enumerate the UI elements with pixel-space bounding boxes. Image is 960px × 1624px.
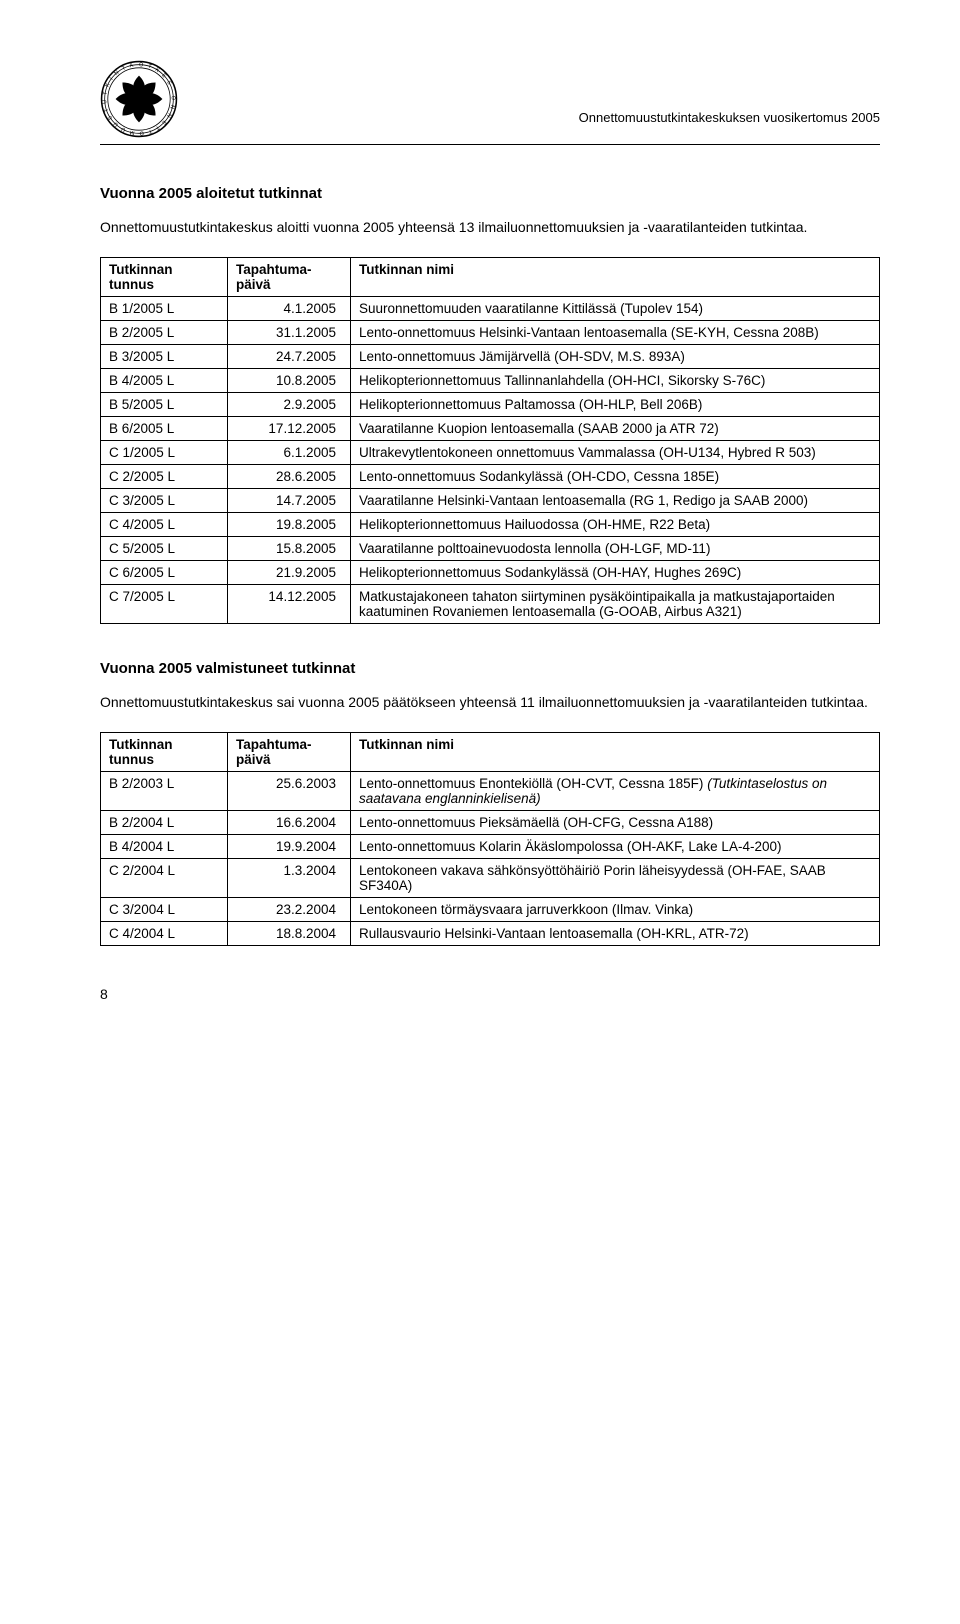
table-row: B 4/2004 L19.9.2004Lento-onnettomuus Kol… bbox=[101, 834, 880, 858]
page: O T K E S · O N N E T T O M U U S T U T … bbox=[0, 0, 960, 1042]
cell-tunnus: C 4/2005 L bbox=[101, 512, 228, 536]
table-completed-2005: Tutkinnan tunnus Tapahtuma-päivä Tutkinn… bbox=[100, 732, 880, 946]
cell-tunnus: B 2/2004 L bbox=[101, 810, 228, 834]
cell-paiva: 6.1.2005 bbox=[228, 440, 351, 464]
cell-tunnus: B 5/2005 L bbox=[101, 392, 228, 416]
col-nimi: Tutkinnan nimi bbox=[351, 257, 880, 296]
cell-tunnus: B 4/2004 L bbox=[101, 834, 228, 858]
cell-nimi: Lento-onnettomuus Kolarin Äkäslompolossa… bbox=[351, 834, 880, 858]
table-row: B 6/2005 L17.12.2005Vaaratilanne Kuopion… bbox=[101, 416, 880, 440]
section2-intro: Onnettomuustutkintakeskus sai vuonna 200… bbox=[100, 693, 880, 712]
cell-nimi: Rullausvaurio Helsinki-Vantaan lentoasem… bbox=[351, 921, 880, 945]
cell-nimi: Helikopterionnettomuus Paltamossa (OH-HL… bbox=[351, 392, 880, 416]
table-row: C 6/2005 L21.9.2005Helikopterionnettomuu… bbox=[101, 560, 880, 584]
table-row: C 2/2005 L28.6.2005Lento-onnettomuus Sod… bbox=[101, 464, 880, 488]
cell-paiva: 14.12.2005 bbox=[228, 584, 351, 623]
cell-paiva: 18.8.2004 bbox=[228, 921, 351, 945]
cell-tunnus: C 3/2005 L bbox=[101, 488, 228, 512]
page-number: 8 bbox=[100, 986, 880, 1002]
cell-nimi: Lento-onnettomuus Jämijärvellä (OH-SDV, … bbox=[351, 344, 880, 368]
table-row: B 3/2005 L24.7.2005Lento-onnettomuus Jäm… bbox=[101, 344, 880, 368]
cell-paiva: 23.2.2004 bbox=[228, 897, 351, 921]
cell-nimi: Ultrakevytlentokoneen onnettomuus Vammal… bbox=[351, 440, 880, 464]
table-row: B 2/2003 L25.6.2003Lento-onnettomuus Eno… bbox=[101, 771, 880, 810]
table-row: C 3/2005 L14.7.2005Vaaratilanne Helsinki… bbox=[101, 488, 880, 512]
cell-paiva: 31.1.2005 bbox=[228, 320, 351, 344]
cell-paiva: 19.9.2004 bbox=[228, 834, 351, 858]
cell-tunnus: C 2/2005 L bbox=[101, 464, 228, 488]
cell-paiva: 17.12.2005 bbox=[228, 416, 351, 440]
cell-paiva: 28.6.2005 bbox=[228, 464, 351, 488]
cell-tunnus: C 7/2005 L bbox=[101, 584, 228, 623]
section2-heading: Vuonna 2005 valmistuneet tutkinnat bbox=[100, 660, 880, 677]
cell-tunnus: C 2/2004 L bbox=[101, 858, 228, 897]
cell-paiva: 1.3.2004 bbox=[228, 858, 351, 897]
table-row: C 3/2004 L23.2.2004Lentokoneen törmäysva… bbox=[101, 897, 880, 921]
col-paiva: Tapahtuma-päivä bbox=[228, 732, 351, 771]
cell-paiva: 21.9.2005 bbox=[228, 560, 351, 584]
cell-tunnus: B 2/2005 L bbox=[101, 320, 228, 344]
cell-paiva: 19.8.2005 bbox=[228, 512, 351, 536]
cell-paiva: 14.7.2005 bbox=[228, 488, 351, 512]
cell-nimi: Lento-onnettomuus Pieksämäellä (OH-CFG, … bbox=[351, 810, 880, 834]
cell-tunnus: C 4/2004 L bbox=[101, 921, 228, 945]
cell-paiva: 25.6.2003 bbox=[228, 771, 351, 810]
cell-paiva: 2.9.2005 bbox=[228, 392, 351, 416]
cell-nimi: Vaaratilanne polttoainevuodosta lennolla… bbox=[351, 536, 880, 560]
col-tunnus: Tutkinnan tunnus bbox=[101, 732, 228, 771]
section1-intro: Onnettomuustutkintakeskus aloitti vuonna… bbox=[100, 218, 880, 237]
cell-paiva: 15.8.2005 bbox=[228, 536, 351, 560]
cell-paiva: 10.8.2005 bbox=[228, 368, 351, 392]
cell-tunnus: C 3/2004 L bbox=[101, 897, 228, 921]
cell-tunnus: C 6/2005 L bbox=[101, 560, 228, 584]
cell-nimi: Lento-onnettomuus Sodankylässä (OH-CDO, … bbox=[351, 464, 880, 488]
section1-heading: Vuonna 2005 aloitetut tutkinnat bbox=[100, 185, 880, 202]
cell-tunnus: B 4/2005 L bbox=[101, 368, 228, 392]
cell-nimi: Matkustajakoneen tahaton siirtyminen pys… bbox=[351, 584, 880, 623]
col-nimi: Tutkinnan nimi bbox=[351, 732, 880, 771]
cell-nimi: Suuronnettomuuden vaaratilanne Kittiläss… bbox=[351, 296, 880, 320]
cell-nimi: Helikopterionnettomuus Sodankylässä (OH-… bbox=[351, 560, 880, 584]
cell-tunnus: B 1/2005 L bbox=[101, 296, 228, 320]
cell-nimi: Lento-onnettomuus Enontekiöllä (OH-CVT, … bbox=[351, 771, 880, 810]
cell-tunnus: C 1/2005 L bbox=[101, 440, 228, 464]
cell-nimi: Helikopterionnettomuus Tallinnanlahdella… bbox=[351, 368, 880, 392]
table-row: C 5/2005 L15.8.2005Vaaratilanne polttoai… bbox=[101, 536, 880, 560]
cell-tunnus: C 5/2005 L bbox=[101, 536, 228, 560]
table-started-2005: Tutkinnan tunnus Tapahtuma-päivä Tutkinn… bbox=[100, 257, 880, 624]
cell-nimi: Lentokoneen törmäysvaara jarruverkkoon (… bbox=[351, 897, 880, 921]
cell-paiva: 24.7.2005 bbox=[228, 344, 351, 368]
cell-nimi: Lentokoneen vakava sähkönsyöttöhäiriö Po… bbox=[351, 858, 880, 897]
page-header: O T K E S · O N N E T T O M U U S T U T … bbox=[100, 60, 880, 145]
cell-paiva: 16.6.2004 bbox=[228, 810, 351, 834]
table-row: C 7/2005 L14.12.2005Matkustajakoneen tah… bbox=[101, 584, 880, 623]
table-row: C 1/2005 L6.1.2005Ultrakevytlentokoneen … bbox=[101, 440, 880, 464]
table-row: B 2/2005 L31.1.2005Lento-onnettomuus Hel… bbox=[101, 320, 880, 344]
table-row: C 2/2004 L1.3.2004Lentokoneen vakava säh… bbox=[101, 858, 880, 897]
running-title: Onnettomuustutkintakeskuksen vuosikertom… bbox=[178, 60, 880, 125]
table-header-row: Tutkinnan tunnus Tapahtuma-päivä Tutkinn… bbox=[101, 257, 880, 296]
cell-nimi: Vaaratilanne Kuopion lentoasemalla (SAAB… bbox=[351, 416, 880, 440]
table-row: C 4/2005 L19.8.2005Helikopterionnettomuu… bbox=[101, 512, 880, 536]
cell-nimi: Vaaratilanne Helsinki-Vantaan lentoasema… bbox=[351, 488, 880, 512]
table-row: B 4/2005 L10.8.2005Helikopterionnettomuu… bbox=[101, 368, 880, 392]
cell-tunnus: B 2/2003 L bbox=[101, 771, 228, 810]
table-row: B 2/2004 L16.6.2004Lento-onnettomuus Pie… bbox=[101, 810, 880, 834]
col-tunnus: Tutkinnan tunnus bbox=[101, 257, 228, 296]
cell-tunnus: B 6/2005 L bbox=[101, 416, 228, 440]
logo-icon: O T K E S · O N N E T T O M U U S T U T … bbox=[100, 60, 178, 138]
cell-paiva: 4.1.2005 bbox=[228, 296, 351, 320]
table-row: B 5/2005 L2.9.2005Helikopterionnettomuus… bbox=[101, 392, 880, 416]
cell-tunnus: B 3/2005 L bbox=[101, 344, 228, 368]
table-row: C 4/2004 L18.8.2004Rullausvaurio Helsink… bbox=[101, 921, 880, 945]
col-paiva: Tapahtuma-päivä bbox=[228, 257, 351, 296]
cell-nimi: Helikopterionnettomuus Hailuodossa (OH-H… bbox=[351, 512, 880, 536]
cell-nimi: Lento-onnettomuus Helsinki-Vantaan lento… bbox=[351, 320, 880, 344]
table-header-row: Tutkinnan tunnus Tapahtuma-päivä Tutkinn… bbox=[101, 732, 880, 771]
table-row: B 1/2005 L4.1.2005Suuronnettomuuden vaar… bbox=[101, 296, 880, 320]
